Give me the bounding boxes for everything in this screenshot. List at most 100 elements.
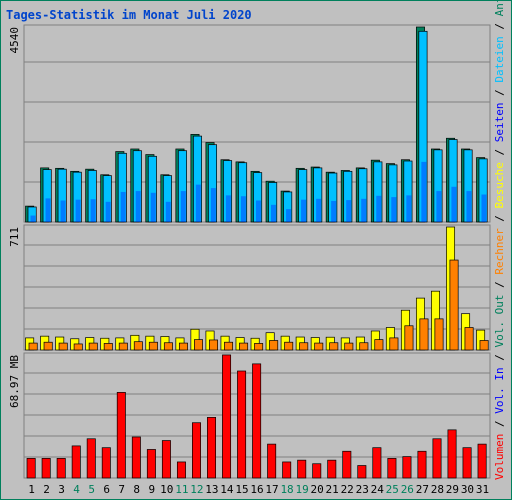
bar-volumen (176, 461, 186, 479)
bar-seiten (150, 192, 156, 222)
legend-item: / (493, 83, 506, 103)
bar-volumen (432, 438, 442, 479)
bar-seiten (165, 201, 171, 222)
x-tick-label: 31 (476, 483, 489, 496)
bar-rechner (148, 341, 158, 351)
bar-dateien (388, 164, 398, 223)
bar-seiten (75, 199, 81, 222)
bar-seiten (90, 199, 96, 222)
legend-item: Seiten (493, 102, 506, 142)
x-tick-label: 2 (43, 483, 50, 496)
bar-seiten (180, 191, 186, 222)
bar-seiten (376, 195, 382, 222)
bar-rechner (419, 318, 429, 351)
bar-dateien (403, 160, 413, 223)
bar-rechner (329, 342, 339, 351)
bar-volumen (327, 459, 337, 479)
x-tick-label: 27 (416, 483, 429, 496)
bar-volumen (357, 465, 367, 479)
bar-dateien (162, 175, 172, 223)
bar-seiten (45, 198, 51, 222)
x-tick-label: 29 (446, 483, 459, 496)
bar-dateien (102, 175, 112, 223)
bar-rechner (464, 327, 474, 351)
bar-volumen (101, 447, 111, 479)
legend-item: Anfragen (493, 0, 506, 16)
legend-item: / (493, 208, 506, 228)
bar-seiten (361, 198, 367, 222)
x-tick-label: 22 (341, 483, 354, 496)
bar-volumen (267, 443, 277, 479)
bar-volumen (26, 458, 36, 479)
bar-rechner (103, 343, 113, 351)
bar-rechner (314, 342, 324, 351)
bar-volumen (342, 450, 352, 479)
bar-dateien (463, 149, 473, 223)
x-tick-label: 7 (118, 483, 125, 496)
bar-rechner (163, 342, 173, 351)
bar-volumen (146, 449, 156, 479)
bar-seiten (225, 195, 231, 222)
bar-dateien (87, 170, 97, 223)
bar-rechner (269, 340, 279, 351)
legend-text: Volumen / Vol. In / Vol. Out / Rechner /… (493, 0, 506, 480)
bar-rechner (374, 339, 384, 351)
bar-dateien (147, 155, 157, 223)
bar-seiten (331, 200, 337, 222)
bar-rechner (43, 341, 53, 351)
bar-dateien (313, 167, 323, 223)
bar-dateien (478, 158, 488, 223)
bar-rechner (194, 339, 203, 351)
bar-rechner (178, 342, 188, 351)
bar-seiten (451, 186, 457, 222)
x-tick-label: 11 (175, 483, 188, 496)
bar-seiten (60, 200, 66, 222)
x-tick-label: 5 (88, 483, 95, 496)
x-tick-label: 3 (58, 483, 65, 496)
bar-dateien (418, 30, 428, 223)
bar-seiten (135, 191, 141, 222)
bar-rechner (479, 340, 489, 351)
x-axis: 1 2 3 4 5 6 7 8 9 10 11 12 13 14 15 16 17 18 19 20 21 22 23 24 2… (28, 483, 489, 496)
legend-item: Volumen (493, 434, 506, 480)
bar-seiten (105, 201, 111, 222)
x-tick-label: 6 (103, 483, 110, 496)
bar-rechner (404, 325, 414, 351)
bar-seiten (391, 197, 397, 222)
legend-item: Dateien (493, 36, 506, 82)
legend-item: / (493, 142, 506, 162)
x-tick-label: 14 (220, 483, 234, 496)
bar-volumen (131, 436, 141, 479)
x-tick-label: 20 (311, 483, 324, 496)
bar-rechner (28, 342, 38, 351)
bar-volumen (86, 438, 96, 479)
bar-volumen (56, 458, 66, 479)
x-tick-label: 18 (280, 483, 293, 496)
bar-rechner (344, 342, 354, 351)
bar-seiten (286, 209, 292, 222)
bar-rechner (88, 342, 98, 351)
bar-rechner (254, 343, 264, 351)
x-tick-label: 16 (250, 483, 263, 496)
bar-dateien (42, 169, 52, 223)
x-tick-label: 10 (160, 483, 173, 496)
bar-dateien (238, 162, 248, 223)
x-tick-label: 24 (371, 483, 385, 496)
bar-seiten (421, 161, 427, 222)
bar-volumen (417, 450, 427, 479)
bar-volumen (477, 443, 487, 479)
bar-volumen (402, 456, 412, 479)
bar-volumen (161, 440, 171, 479)
x-tick-label: 4 (73, 483, 80, 496)
bar-rechner (299, 342, 309, 351)
bar-seiten (316, 198, 322, 222)
bar-rechner (434, 318, 444, 351)
bar-rechner (449, 259, 459, 351)
bar-dateien (27, 206, 37, 223)
legend-item: / (493, 16, 506, 36)
x-tick-label: 21 (326, 483, 339, 496)
bar-rechner (209, 339, 219, 351)
bar-volumen (237, 370, 247, 479)
bar-rechner (239, 342, 249, 351)
x-tick-label: 8 (133, 483, 140, 496)
